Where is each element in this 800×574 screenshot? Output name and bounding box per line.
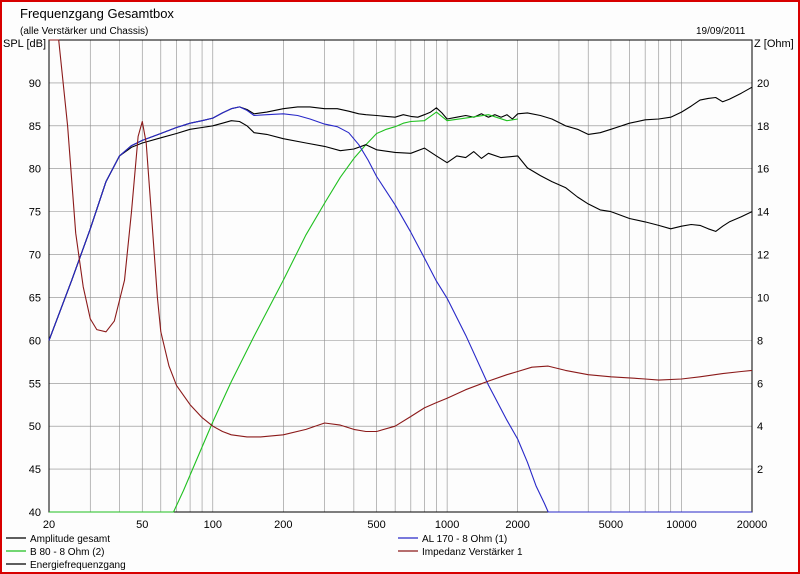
legend-label-b80: B 80 - 8 Ohm (2) [30, 547, 104, 558]
x-tick-label: 500 [367, 519, 385, 531]
y-left-tick-label: 85 [29, 121, 41, 133]
y-right-tick-label: 14 [757, 207, 769, 219]
x-tick-label: 200 [274, 519, 292, 531]
legend-item-amplitude-gesamt: Amplitude gesamt [6, 534, 110, 545]
y-left-tick-label: 90 [29, 78, 41, 90]
chart-title: Frequenzgang Gesamtbox [20, 6, 174, 21]
x-tick-label: 100 [204, 519, 222, 531]
y-left-tick-label: 70 [29, 250, 41, 262]
y-left-tick-label: 45 [29, 464, 41, 476]
y-right-tick-label: 6 [757, 378, 763, 390]
legend: Amplitude gesamt B 80 - 8 Ohm (2) Energi… [6, 534, 523, 571]
series-b80 [49, 111, 518, 513]
grid [48, 39, 753, 513]
y-axis-left-label: SPL [dB] [3, 38, 46, 50]
series-lines [48, 39, 753, 513]
x-tick-label: 50 [136, 519, 148, 531]
chart-date: 19/09/2011 [696, 26, 746, 37]
legend-label-energiefrequenzgang: Energiefrequenzgang [30, 560, 126, 571]
y-left-tick-label: 55 [29, 378, 41, 390]
series-impedanz [49, 39, 753, 438]
chart-subtitle: (alle Verstärker und Chassis) [20, 26, 148, 37]
y-left-tick-label: 50 [29, 421, 41, 433]
legend-label-al170: AL 170 - 8 Ohm (1) [422, 534, 507, 545]
series-energiefrequenzgang [48, 120, 753, 341]
y-right-tick-label: 4 [757, 421, 763, 433]
y-right-tick-label: 8 [757, 335, 763, 347]
y-right-tick-label: 18 [757, 121, 769, 133]
x-tick-label: 20 [43, 519, 55, 531]
legend-label-amplitude-gesamt: Amplitude gesamt [30, 534, 110, 545]
y-right-tick-label: 16 [757, 164, 769, 176]
x-tick-label: 20000 [737, 519, 768, 531]
legend-item-al170: AL 170 - 8 Ohm (1) [398, 534, 507, 545]
legend-item-b80: B 80 - 8 Ohm (2) [6, 547, 104, 558]
legend-label-impedanz: Impedanz Verstärker 1 [422, 547, 523, 558]
tick-labels: 20 50 100 200 500 1000 2000 5000 10000 2000040455… [29, 78, 770, 531]
x-tick-label: 1000 [435, 519, 459, 531]
y-left-tick-label: 40 [29, 507, 41, 519]
y-axis-right-label: Z [Ohm] [754, 38, 794, 50]
y-left-tick-label: 80 [29, 164, 41, 176]
y-right-tick-label: 10 [757, 292, 769, 304]
y-right-tick-label: 2 [757, 464, 763, 476]
legend-item-impedanz: Impedanz Verstärker 1 [398, 547, 523, 558]
plot-area [48, 39, 753, 513]
legend-item-energiefrequenzgang: Energiefrequenzgang [6, 560, 126, 571]
x-tick-label: 10000 [666, 519, 697, 531]
y-right-tick-label: 20 [757, 78, 769, 90]
x-tick-label: 2000 [505, 519, 529, 531]
series-al170 [48, 106, 752, 513]
y-left-tick-label: 65 [29, 292, 41, 304]
y-left-tick-label: 60 [29, 335, 41, 347]
x-tick-label: 5000 [599, 519, 623, 531]
y-right-tick-label: 12 [757, 250, 769, 262]
y-left-tick-label: 75 [29, 207, 41, 219]
